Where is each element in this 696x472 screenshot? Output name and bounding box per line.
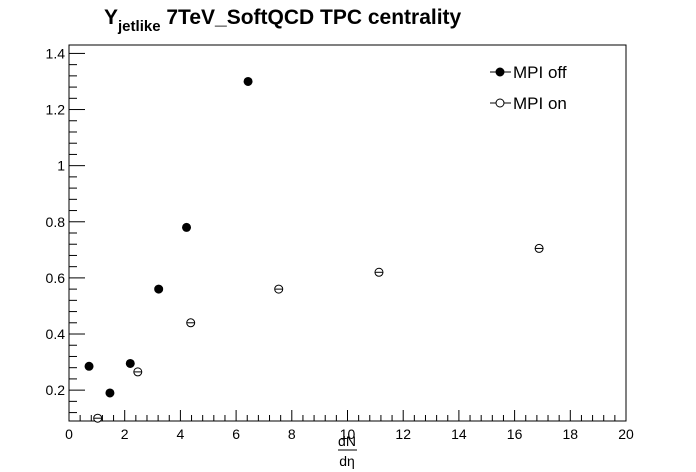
title-subscript: jetlike <box>118 18 161 35</box>
x-tick-label: 8 <box>288 426 296 442</box>
axis-tick-labels: 0 2 4 6 8 10 12 14 16 18 20 0.2 0.4 0.6 0.8 1 1.2 1.4 <box>46 45 634 442</box>
title-main: Y <box>104 6 119 29</box>
legend-marker <box>495 67 505 77</box>
x-tick-label: 12 <box>395 426 411 442</box>
x-tick-label: 10 <box>340 426 356 442</box>
mpi-off-point <box>243 76 253 86</box>
mpi-off-point <box>84 361 94 371</box>
y-tick-label: 1 <box>57 158 65 174</box>
legend: MPI off MPI on <box>490 63 567 113</box>
mpi-off-point <box>154 284 164 294</box>
mpi-off-point <box>105 388 115 398</box>
title-rest: 7TeV_SoftQCD TPC centrality <box>160 6 462 29</box>
mpi-off-point <box>182 222 192 232</box>
legend-label: MPI off <box>513 63 567 82</box>
axis-ticks <box>68 52 627 421</box>
y-tick-label: 0.2 <box>46 382 66 398</box>
x-tick-label: 4 <box>177 426 185 442</box>
x-axis-label-numerator: dN <box>338 433 356 449</box>
data-points <box>84 76 544 423</box>
y-tick-label: 0.8 <box>46 214 66 230</box>
x-tick-label: 20 <box>618 426 634 442</box>
x-tick-label: 2 <box>121 426 129 442</box>
x-axis-label: dN dη <box>338 433 357 469</box>
y-tick-label: 0.4 <box>46 326 66 342</box>
x-tick-label: 18 <box>563 426 579 442</box>
chart-title: Yjetlike 7TeV_SoftQCD TPC centrality <box>104 6 462 35</box>
x-tick-label: 0 <box>65 426 73 442</box>
mpi-off-point <box>125 358 135 368</box>
x-axis-label-denominator: dη <box>339 453 355 469</box>
x-tick-label: 6 <box>232 426 240 442</box>
x-tick-label: 16 <box>507 426 523 442</box>
y-tick-label: 1.4 <box>46 45 66 61</box>
legend-label: MPI on <box>513 94 567 113</box>
legend-marker <box>495 98 505 108</box>
x-tick-label: 14 <box>451 426 467 442</box>
y-tick-label: 1.2 <box>46 102 66 118</box>
y-tick-label: 0.6 <box>46 270 66 286</box>
